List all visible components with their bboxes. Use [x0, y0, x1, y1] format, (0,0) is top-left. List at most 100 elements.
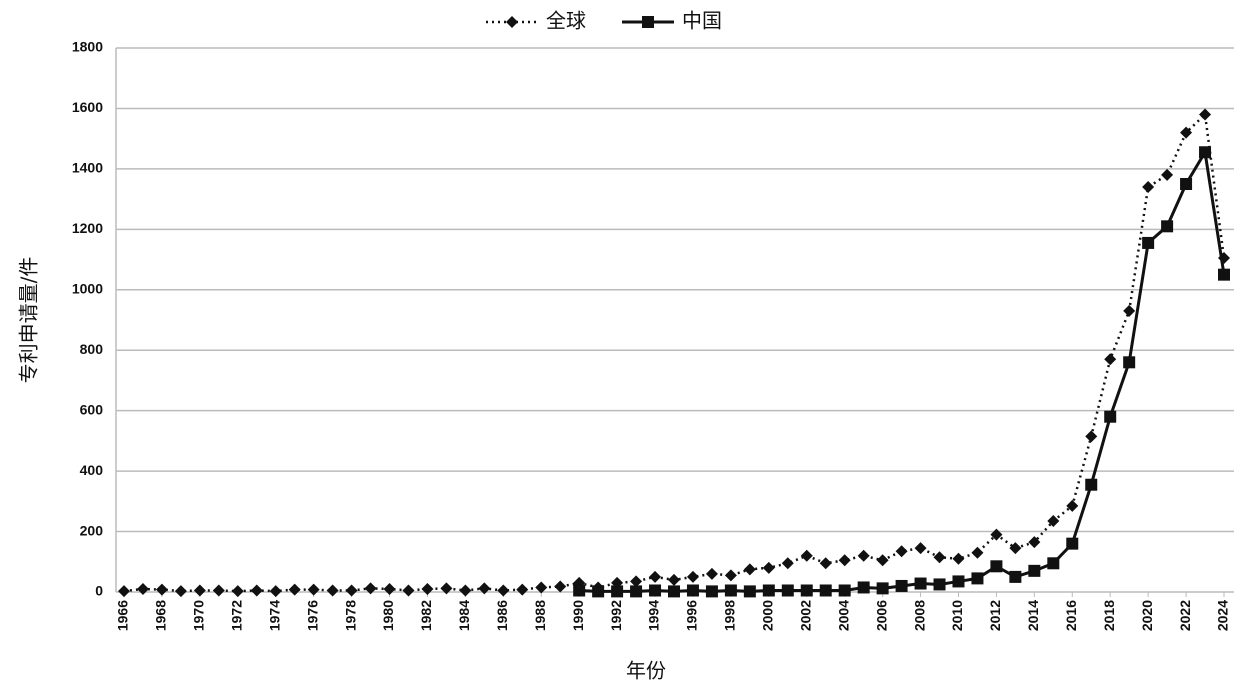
data-point: [1123, 304, 1136, 317]
data-point: [895, 579, 908, 592]
data-point: [573, 584, 586, 597]
data-point: [459, 584, 472, 597]
x-tick-label: 2024: [1215, 600, 1231, 631]
x-tick-label: 2006: [873, 600, 889, 631]
data-point: [136, 582, 149, 595]
data-point: [1161, 168, 1174, 181]
data-point: [952, 552, 965, 565]
data-point: [1085, 478, 1098, 491]
data-point: [1180, 126, 1193, 139]
x-axis-title: 年份: [626, 659, 666, 683]
data-point: [174, 585, 187, 598]
data-point: [933, 551, 946, 564]
data-point: [1123, 356, 1136, 369]
y-tick-label: 1600: [72, 99, 103, 115]
x-tick-label: 1978: [342, 600, 358, 631]
data-point: [971, 546, 984, 559]
y-axis-title: 专利申请量/件: [17, 257, 41, 384]
data-point: [326, 584, 339, 597]
series-line: [579, 147, 1226, 593]
data-point: [1199, 146, 1212, 159]
x-tick-label: 2020: [1139, 600, 1155, 631]
data-point: [1142, 236, 1155, 249]
data-point: [781, 584, 794, 597]
y-tick-label: 0: [95, 583, 103, 599]
x-tick-label: 1996: [684, 600, 700, 631]
data-point: [914, 577, 927, 590]
data-point: [1066, 537, 1079, 550]
y-tick-label: 800: [80, 341, 104, 357]
data-point: [876, 554, 889, 567]
data-point: [1009, 570, 1022, 583]
y-tick-label: 1400: [72, 160, 103, 176]
x-tick-label: 1984: [456, 600, 472, 631]
data-point: [554, 580, 567, 593]
data-point: [686, 584, 699, 597]
data-point: [705, 567, 718, 580]
x-tick-label: 2022: [1177, 600, 1193, 631]
data-point: [1199, 108, 1212, 121]
x-tick-label: 2016: [1063, 600, 1079, 631]
x-tick-label: 1972: [228, 600, 244, 631]
data-point: [345, 584, 358, 597]
legend-label: 中国: [682, 9, 722, 33]
data-point: [630, 575, 643, 588]
data-point: [1161, 220, 1174, 233]
data-point: [478, 582, 491, 595]
data-point: [649, 570, 662, 583]
data-point: [819, 557, 832, 570]
data-point: [269, 585, 282, 598]
data-point: [592, 585, 605, 598]
x-tick-label: 1974: [266, 600, 282, 631]
data-point: [402, 584, 415, 597]
x-tick-label: 1988: [532, 600, 548, 631]
data-point: [838, 554, 851, 567]
data-point: [838, 584, 851, 597]
data-point: [1142, 181, 1155, 194]
data-point: [1104, 353, 1117, 366]
data-point: [231, 585, 244, 598]
data-point: [118, 585, 130, 598]
data-point: [724, 584, 737, 597]
data-point: [611, 585, 624, 598]
data-point: [250, 584, 263, 597]
data-point: [990, 528, 1003, 541]
data-point: [857, 549, 870, 562]
data-point: [668, 585, 680, 598]
data-point: [516, 583, 529, 596]
x-tick-label: 2012: [987, 600, 1003, 631]
series-line: [123, 111, 1226, 593]
data-point: [288, 583, 301, 596]
data-point: [800, 584, 813, 597]
data-point: [440, 582, 453, 595]
data-point: [914, 542, 927, 555]
data-point: [971, 572, 984, 585]
data-point: [876, 582, 889, 595]
data-point: [1218, 268, 1230, 281]
data-point: [762, 561, 775, 574]
data-point: [990, 560, 1003, 573]
legend-marker: [642, 16, 654, 28]
data-point: [819, 584, 832, 597]
x-tick-label: 1970: [191, 600, 207, 631]
data-point: [1180, 178, 1193, 190]
legend-marker: [506, 16, 518, 28]
data-point: [155, 583, 168, 596]
data-point: [952, 575, 965, 588]
x-tick-label: 2010: [949, 600, 965, 631]
x-tick-label: 2002: [797, 600, 813, 631]
x-tick-label: 1966: [115, 600, 131, 631]
y-tick-label: 600: [80, 401, 104, 417]
x-tick-label: 1992: [608, 600, 624, 631]
data-point: [895, 545, 908, 558]
data-point: [1047, 557, 1060, 570]
y-tick-label: 1800: [72, 39, 103, 55]
data-point: [686, 570, 699, 583]
data-point: [1104, 410, 1117, 423]
data-point: [762, 584, 775, 597]
x-tick-label: 1986: [494, 600, 510, 631]
data-point: [1028, 564, 1041, 577]
x-tick-label: 2000: [760, 600, 776, 631]
data-point: [535, 581, 548, 594]
